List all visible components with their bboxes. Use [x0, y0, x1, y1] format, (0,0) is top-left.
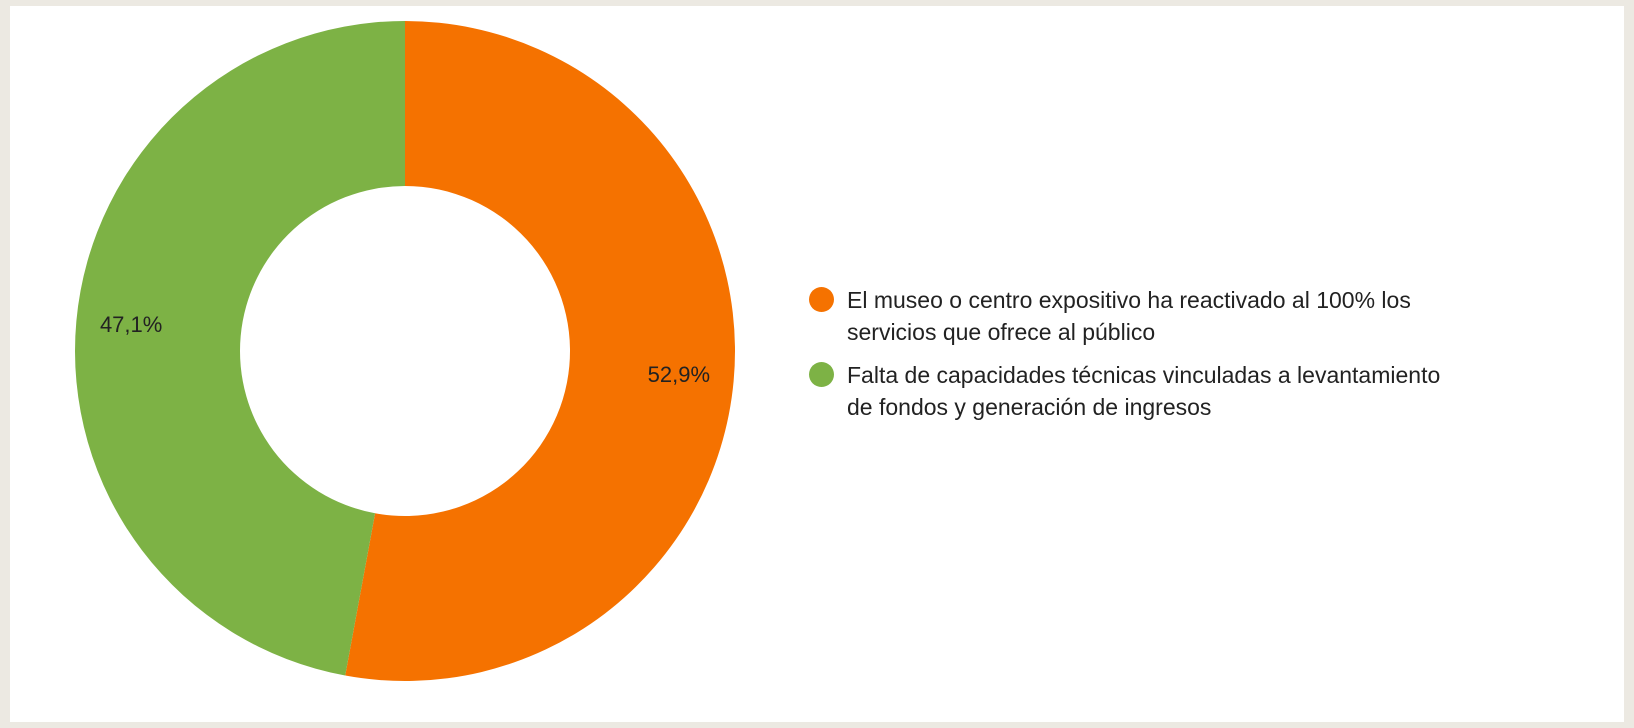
data-label-falta-capacidades: 47,1%	[100, 312, 162, 337]
donut-chart: 52,9% 47,1%	[75, 21, 736, 681]
legend: El museo o centro expositivo ha reactiva…	[809, 284, 1549, 434]
legend-label-line: El museo o centro expositivo ha reactiva…	[847, 287, 1411, 313]
slice-museo-reactivado[interactable]	[345, 21, 736, 681]
data-label-museo-reactivado: 52,9%	[648, 362, 710, 387]
legend-label-line: servicios que ofrece al público	[847, 319, 1156, 345]
legend-label-line: de fondos y generación de ingresos	[847, 394, 1212, 420]
legend-swatch-orange	[809, 287, 834, 312]
slice-falta-capacidades[interactable]	[75, 21, 406, 676]
legend-item-falta-capacidades[interactable]: Falta de capacidades técnicas vinculadas…	[809, 359, 1549, 423]
chart-frame: 52,9% 47,1% El museo o centro expositivo…	[10, 6, 1624, 722]
legend-label-line: Falta de capacidades técnicas vinculadas…	[847, 362, 1441, 388]
legend-label-museo-reactivado: El museo o centro expositivo ha reactiva…	[847, 284, 1537, 348]
legend-swatch-green	[809, 362, 834, 387]
legend-item-museo-reactivado[interactable]: El museo o centro expositivo ha reactiva…	[809, 284, 1549, 348]
legend-label-falta-capacidades: Falta de capacidades técnicas vinculadas…	[847, 359, 1537, 423]
